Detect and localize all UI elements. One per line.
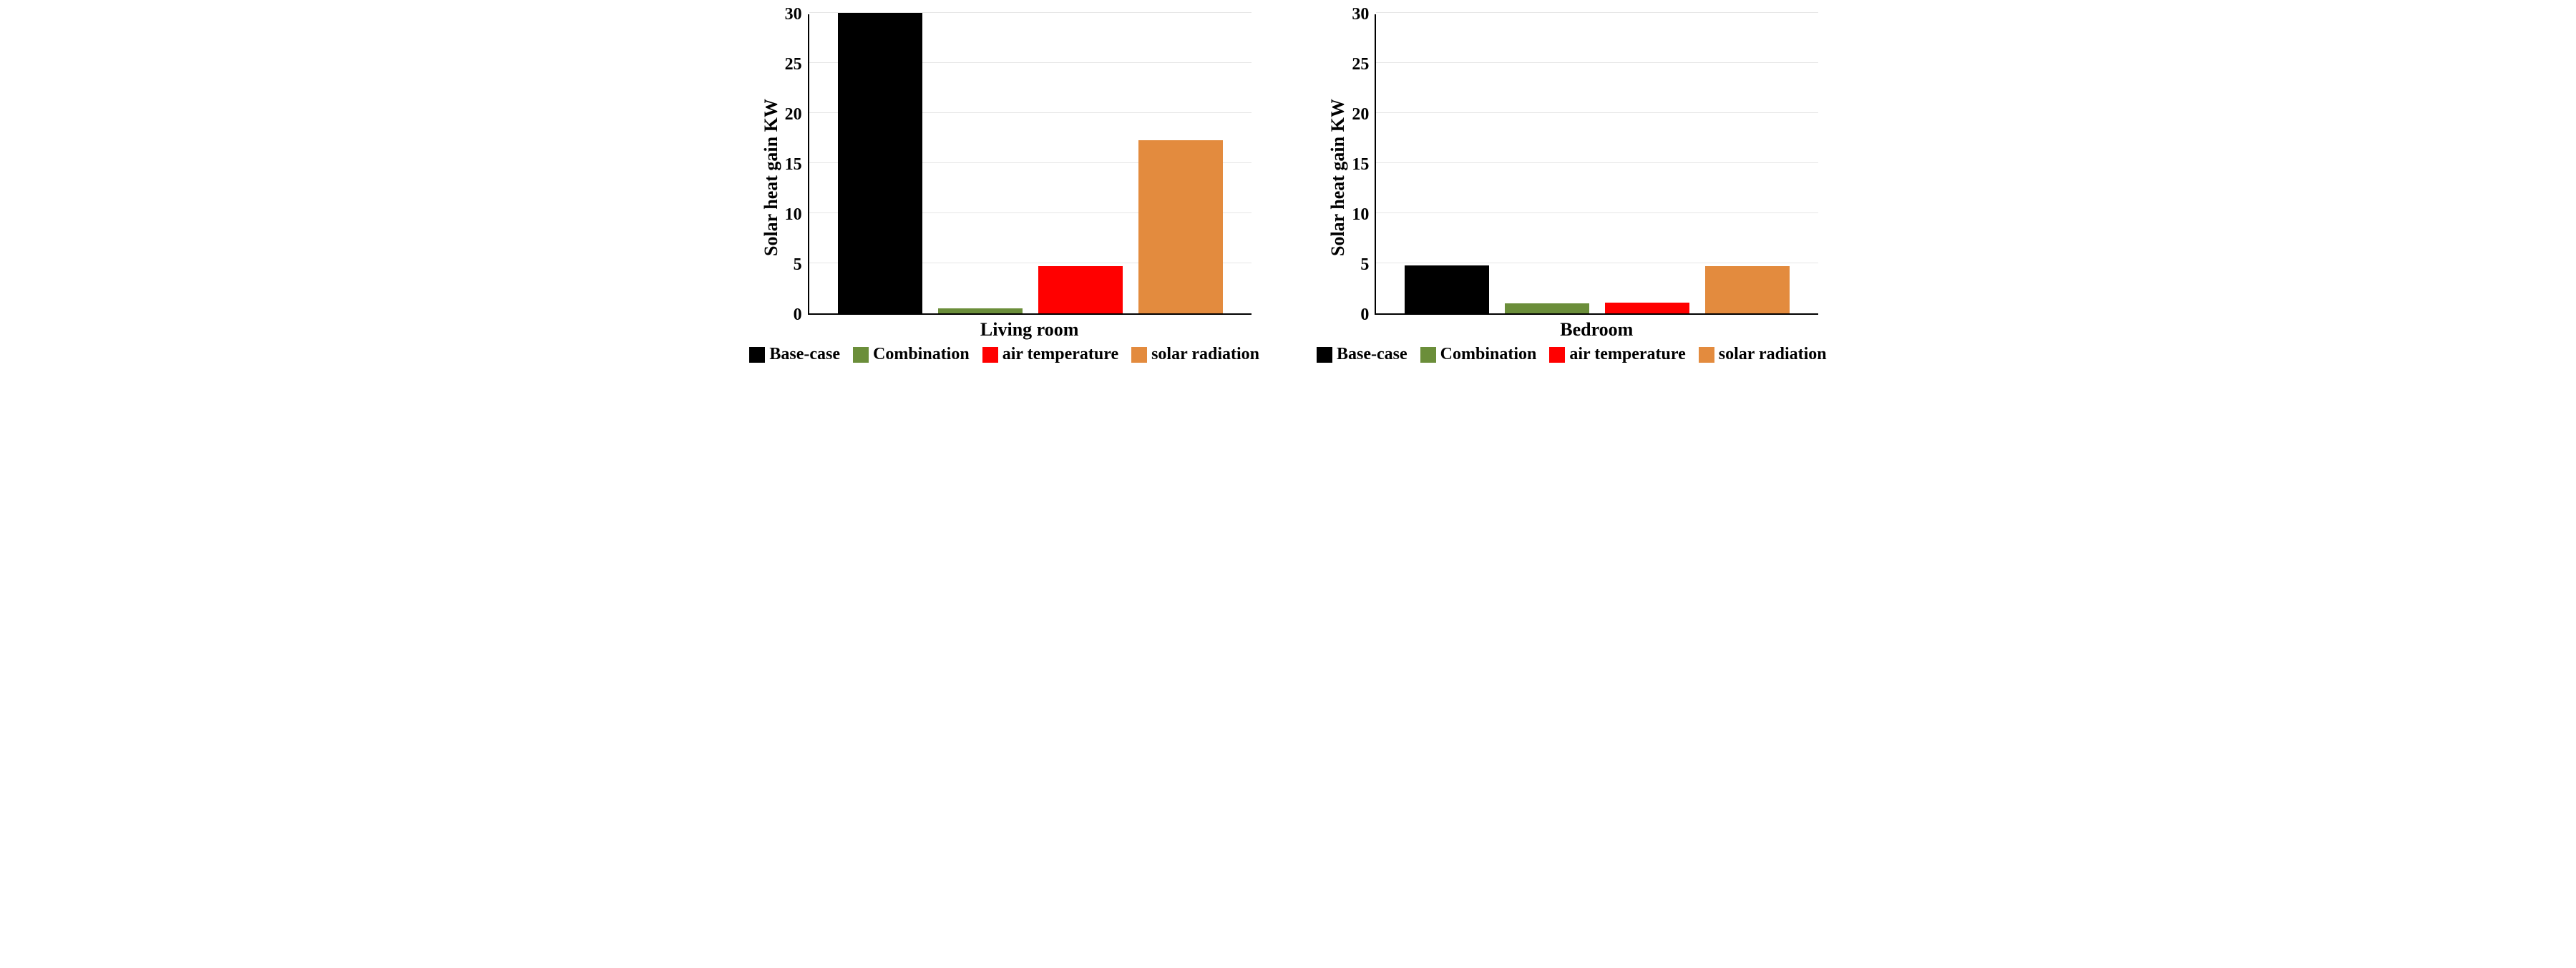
legend-swatch-icon <box>1549 347 1565 363</box>
plot-wrap: Living room <box>808 14 1252 341</box>
legend-swatch-icon <box>749 347 765 363</box>
legend-label: Base-case <box>1337 345 1407 364</box>
y-axis-ticks: 302520151050 <box>785 14 808 315</box>
legend-item-combination: Combination <box>853 345 970 364</box>
bars-group <box>809 14 1252 313</box>
legend-label: Combination <box>873 345 970 364</box>
legend-item-air_temperature: air temperature <box>1549 345 1685 364</box>
chart-panel-living_room: Solar heat gain KW302520151050Living roo… <box>749 14 1259 364</box>
legend-swatch-icon <box>1420 347 1436 363</box>
bar-solar_radiation <box>1705 266 1790 313</box>
legend-item-solar_radiation: solar radiation <box>1131 345 1259 364</box>
bar-base_case <box>838 13 922 313</box>
y-axis-label: Solar heat gain KW <box>758 14 785 341</box>
legend: Base-case Combination air temperature solar… <box>1317 341 1827 364</box>
legend-swatch-icon <box>1317 347 1332 363</box>
chart-panel-bedroom: Solar heat gain KW302520151050BedroomBas… <box>1317 14 1827 364</box>
legend-item-solar_radiation: solar radiation <box>1699 345 1827 364</box>
y-axis-label: Solar heat gain KW <box>1324 14 1352 341</box>
legend-label: Base-case <box>769 345 840 364</box>
charts-row: Solar heat gain KW302520151050Living roo… <box>14 14 2562 364</box>
legend-label: solar radiation <box>1151 345 1259 364</box>
legend-item-base_case: Base-case <box>749 345 840 364</box>
gridline <box>1376 12 1818 13</box>
bar-combination <box>1505 303 1589 313</box>
plot-area <box>1375 14 1818 315</box>
bars-group <box>1376 14 1818 313</box>
x-axis-label: Living room <box>808 315 1252 341</box>
bar-base_case <box>1405 265 1489 313</box>
legend-swatch-icon <box>1699 347 1714 363</box>
bar-solar_radiation <box>1138 140 1223 313</box>
legend-label: Combination <box>1440 345 1537 364</box>
bar-air_temperature <box>1605 303 1689 313</box>
legend-swatch-icon <box>853 347 869 363</box>
legend-item-base_case: Base-case <box>1317 345 1407 364</box>
legend-label: air temperature <box>1569 345 1685 364</box>
bar-air_temperature <box>1038 266 1123 313</box>
plot-area <box>808 14 1252 315</box>
plot-wrap: Bedroom <box>1375 14 1818 341</box>
legend-item-air_temperature: air temperature <box>982 345 1118 364</box>
bar-combination <box>938 308 1023 313</box>
chart-body: Solar heat gain KW302520151050Bedroom <box>1324 14 1818 341</box>
legend-swatch-icon <box>982 347 998 363</box>
legend-label: air temperature <box>1002 345 1118 364</box>
x-axis-label: Bedroom <box>1375 315 1818 341</box>
legend: Base-case Combination air temperature solar… <box>749 341 1259 364</box>
legend-label: solar radiation <box>1719 345 1827 364</box>
legend-swatch-icon <box>1131 347 1147 363</box>
chart-body: Solar heat gain KW302520151050Living roo… <box>758 14 1252 341</box>
legend-item-combination: Combination <box>1420 345 1537 364</box>
y-axis-ticks: 302520151050 <box>1352 14 1375 315</box>
